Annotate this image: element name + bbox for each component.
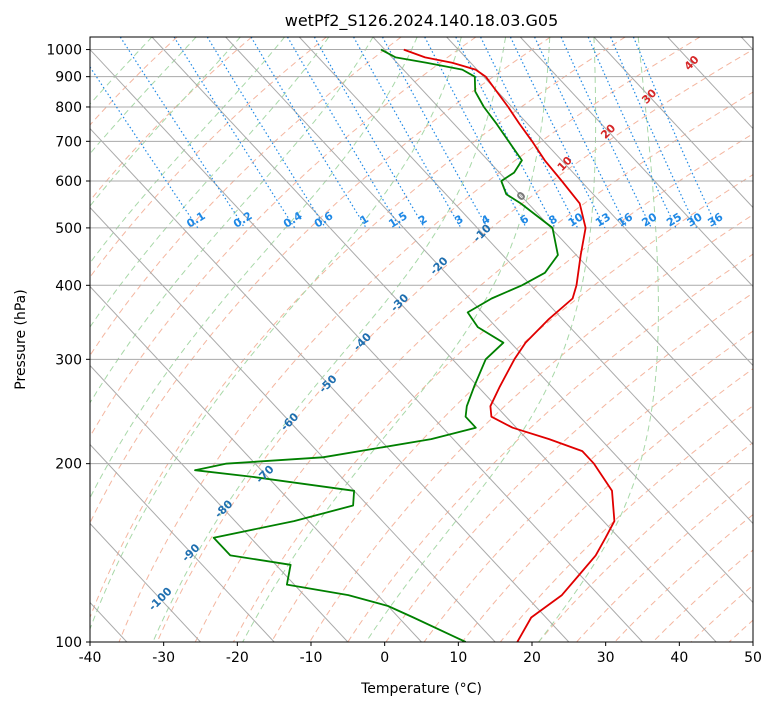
dry-adiabat: [90, 37, 626, 619]
isotherm-line: [298, 37, 753, 525]
y-tick-label: 500: [55, 221, 82, 237]
mixing-ratio-line: [206, 37, 327, 229]
mixing-ratio-line: [424, 37, 527, 229]
dry-adiabat: [271, 174, 753, 642]
chart-series: [194, 48, 616, 642]
isotherm-line: [90, 127, 570, 642]
temperature-profile-line: [403, 48, 616, 642]
y-tick-label: 900: [55, 70, 82, 86]
isotherm-line: [90, 285, 422, 642]
y-tick-label: 300: [55, 352, 82, 368]
x-tick-label: 30: [597, 650, 615, 666]
moist-adiabat: [90, 37, 285, 264]
dry-adiabat: [194, 91, 753, 642]
moist-adiabat: [90, 37, 462, 631]
dry-adiabat: [232, 133, 753, 642]
isotherm-line: [593, 37, 753, 209]
dry-adiabat: [767, 37, 775, 642]
x-tick-label: -20: [226, 650, 249, 666]
x-tick-label: 40: [670, 650, 688, 666]
isotherm-line: [446, 37, 753, 367]
mixing-ratio-line: [250, 37, 367, 229]
mixing-ratio-line: [90, 66, 199, 229]
mixing-ratio-line: [353, 37, 462, 229]
isotherm-line: [225, 37, 753, 604]
isotherm-line: [90, 364, 349, 642]
isotherm-line: [372, 37, 753, 446]
moist-adiabat: [242, 37, 551, 642]
x-axis-label: Temperature (°C): [360, 681, 482, 697]
mixing-ratio-line: [509, 37, 606, 229]
moist-adiabat: [90, 37, 330, 328]
dry-adiabat: [385, 292, 753, 642]
y-tick-label: 100: [55, 635, 82, 651]
x-tick-label: 50: [744, 650, 762, 666]
y-tick-label: 700: [55, 134, 82, 150]
dry-adiabat: [499, 405, 753, 642]
chart-title: wetPf2_S126.2024.140.18.03.G05: [285, 11, 559, 31]
y-tick-label: 1000: [46, 43, 82, 59]
moist-adiabat: [365, 37, 597, 642]
x-tick-label: -10: [300, 650, 323, 666]
dry-adiabat: [538, 441, 753, 642]
mixing-ratio-line: [119, 37, 246, 229]
x-tick-label: 20: [523, 650, 541, 666]
dewpoint-profile-line: [194, 48, 559, 642]
y-tick-label: 400: [55, 278, 82, 294]
x-tick-label: -30: [152, 650, 175, 666]
isotherm-line: [90, 522, 201, 642]
isotherm-line: [90, 48, 643, 642]
moist-adiabat: [538, 37, 659, 642]
mixing-ratio-line: [381, 37, 489, 229]
y-tick-label: 800: [55, 100, 82, 116]
x-tick-label: 10: [449, 650, 467, 666]
mixing-ratio-line: [610, 37, 698, 229]
x-tick-label: -40: [79, 650, 102, 666]
mixing-ratio-line: [480, 37, 579, 229]
plot-frame: [89, 36, 754, 643]
y-axis-label: Pressure (hPa): [13, 289, 29, 389]
dry-adiabat: [156, 48, 753, 642]
dry-adiabat: [347, 253, 753, 642]
dry-adiabat: [118, 37, 701, 642]
dry-adiabat: [90, 37, 551, 524]
isotherm-line: [90, 443, 275, 642]
isotherm-line: [519, 37, 753, 288]
moist-adiabat: [90, 37, 418, 499]
y-tick-label: 600: [55, 174, 82, 190]
x-tick-label: 0: [380, 650, 389, 666]
dry-adiabat: [309, 214, 753, 642]
isotherm-line: [151, 37, 717, 642]
chart-grid: [90, 37, 775, 642]
isotherm-line: [90, 206, 496, 642]
chart-axes: -40 -30 -20 -10 0 10 20 30 40 50 100 200 300 400 500 60…: [46, 43, 762, 666]
mixing-ratio-line: [632, 37, 718, 229]
y-tick-label: 200: [55, 457, 82, 473]
moist-adiabat: [152, 37, 507, 642]
dry-adiabat: [90, 37, 402, 357]
dry-adiabat: [90, 37, 327, 278]
mixing-ratio-line: [173, 37, 296, 229]
